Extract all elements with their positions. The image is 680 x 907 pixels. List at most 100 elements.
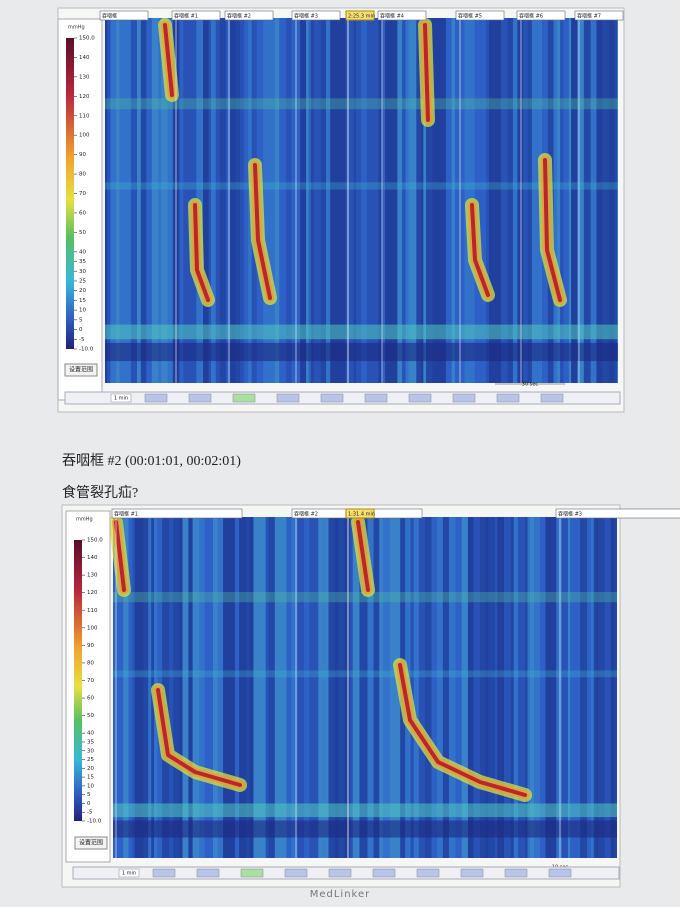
- colorbar-unit: mmHg: [68, 25, 85, 31]
- heat-stripe: [488, 517, 495, 858]
- heat-stripe: [330, 18, 333, 383]
- heat-stripe: [359, 517, 363, 858]
- colorbar-tick-label: 50: [79, 230, 86, 236]
- swallow-tag-label: 吞咽框 #2: [294, 511, 318, 518]
- swallow-tag-label: 吞咽框: [102, 13, 117, 20]
- heat-stripe: [610, 517, 615, 858]
- heat-stripe: [353, 18, 357, 383]
- heat-stripe: [461, 18, 465, 383]
- zoom-button: [118, 868, 140, 878]
- heat-stripe: [140, 18, 147, 383]
- heat-stripe: [584, 517, 588, 858]
- colorbar-tick-label: 25: [87, 757, 94, 763]
- heat-stripe: [349, 517, 353, 858]
- colorbar-box: [65, 510, 111, 863]
- heat-stripe: [217, 517, 224, 858]
- colorbar-tick-label: 120: [79, 94, 90, 100]
- heat-stripe: [269, 18, 275, 383]
- heat-stripe: [361, 18, 367, 383]
- heat-band: [105, 342, 618, 362]
- heat-stripe: [203, 18, 209, 383]
- colorbar-tick-label: 35: [79, 259, 86, 265]
- heat-stripe: [461, 517, 468, 858]
- swallow-tag-label: 吞咽框 #3: [294, 13, 318, 20]
- heat-stripe: [397, 18, 403, 383]
- time-marker-box: [345, 10, 375, 21]
- heat-stripe: [219, 18, 227, 383]
- heat-stripe: [550, 517, 557, 858]
- heat-stripe: [410, 18, 417, 383]
- heat-stripe: [125, 18, 131, 383]
- heat-stripe: [520, 517, 526, 858]
- heat-stripe: [617, 18, 618, 383]
- heat-stripe: [245, 517, 250, 858]
- heat-stripe: [286, 517, 292, 858]
- pressure-streak: [114, 520, 126, 592]
- heat-stripe: [385, 18, 388, 383]
- swallow-tag-label: 吞咽框 #5: [458, 13, 482, 20]
- heat-stripe: [408, 18, 411, 383]
- colorbar-tick-label: 100: [79, 133, 90, 139]
- swallow-tag-label: 吞咽框 #4: [380, 13, 404, 20]
- swallow-tag: [224, 10, 274, 21]
- heat-band: [113, 820, 617, 838]
- heat-stripe: [567, 517, 571, 858]
- heat-stripe: [382, 517, 390, 858]
- colorbar-tick-label: 70: [79, 191, 86, 197]
- heat-stripe: [130, 18, 138, 383]
- heat-stripe: [596, 18, 603, 383]
- swallow-tag: [455, 10, 505, 21]
- colorbar-tick-label: 20: [79, 288, 86, 294]
- colorbar-tick-label: 140: [79, 55, 90, 61]
- heat-stripe: [211, 18, 216, 383]
- heat-stripe: [296, 18, 301, 383]
- heat-stripe: [161, 18, 168, 383]
- heat-stripe: [134, 517, 141, 858]
- pressure-streak: [156, 688, 242, 787]
- time-marker: 1:31.4 min: [348, 512, 375, 518]
- toolbar-button: [452, 393, 476, 403]
- heat-stripe: [454, 18, 462, 383]
- heat-stripe: [523, 18, 528, 383]
- heat-stripe: [410, 517, 414, 858]
- toolbar-button: [548, 868, 572, 878]
- colorbar-tick-label: 110: [87, 608, 98, 614]
- colorbar-tick-label: 40: [79, 249, 86, 255]
- swallow-tag-label: 吞咽框 #1: [174, 13, 198, 20]
- heat-stripe: [274, 18, 280, 383]
- toolbar-button: [372, 868, 396, 878]
- colorbar-unit: mmHg: [76, 517, 93, 523]
- colorbar-tick-label: 130: [87, 573, 98, 579]
- range-button-label: 设置范围: [79, 839, 103, 847]
- pressure-streak: [398, 663, 527, 797]
- heat-stripe: [557, 18, 561, 383]
- heat-stripe: [311, 18, 314, 383]
- toolbar-button: [540, 393, 564, 403]
- heat-stripe: [175, 517, 180, 858]
- colorbar-tick-label: 50: [87, 713, 94, 719]
- heat-stripe: [568, 18, 572, 383]
- colorbar-tick-label: 120: [87, 590, 98, 596]
- heat-stripe: [244, 18, 249, 383]
- heat-stripe: [590, 18, 597, 383]
- heat-stripe: [140, 517, 144, 858]
- heat-stripe: [571, 18, 578, 383]
- heat-stripe: [208, 18, 212, 383]
- heat-stripe: [325, 18, 331, 383]
- colorbar-tick-label: 150.0: [79, 36, 95, 42]
- heat-stripe: [338, 517, 341, 858]
- heat-stripe: [413, 517, 419, 858]
- heat-stripe: [362, 517, 368, 858]
- colorbar-tick-label: 150.0: [87, 538, 103, 544]
- colorbar-tick-label: -10.0: [87, 819, 102, 825]
- colorbar-tick-label: 10: [79, 308, 86, 314]
- heat-stripe: [480, 18, 487, 383]
- heat-stripe: [512, 18, 518, 383]
- heat-stripe: [303, 517, 310, 858]
- heat-stripe: [570, 517, 576, 858]
- heat-stripe: [497, 517, 504, 858]
- heat-stripe: [215, 18, 220, 383]
- colorbar-tick-label: 90: [87, 643, 94, 649]
- caption: 吞咽框 #2 (00:01:01, 00:02:01): [62, 453, 241, 469]
